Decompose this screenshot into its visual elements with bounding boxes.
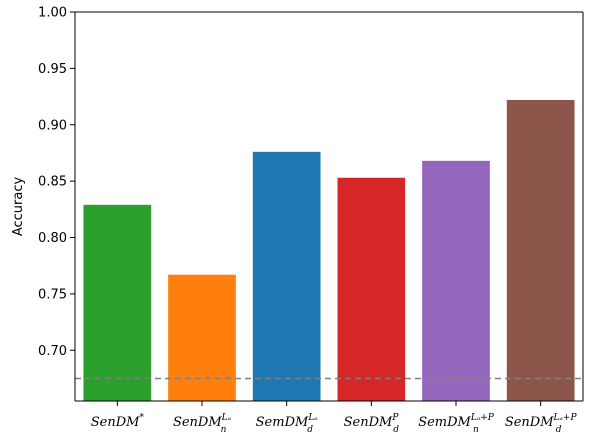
y-axis-label: Accuracy — [11, 177, 26, 237]
bar-5 — [422, 160, 490, 401]
bar-3 — [252, 151, 321, 401]
category-superscript: Lₐ — [307, 413, 317, 423]
category-base: SemDM — [418, 415, 471, 430]
category-base: SenDM — [344, 415, 393, 430]
category-superscript: Lₐ — [221, 413, 231, 423]
category-superscript: Lₐ+P — [470, 413, 495, 423]
category-base: SenDM — [505, 415, 554, 430]
x-tick-label: SenDMP d — [344, 413, 400, 433]
category-base: SenDM — [173, 415, 222, 430]
y-tick-label: 0.85 — [38, 175, 67, 190]
x-tick-label: SemDMLₐ d — [256, 413, 318, 433]
y-tick-label: 0.95 — [38, 62, 67, 77]
category-base: SenDM — [91, 415, 140, 430]
category-base: SemDM — [256, 415, 309, 430]
category-superscript: Lₐ+P — [553, 413, 578, 423]
x-tick-label: SemDMLₐ+P n — [418, 413, 495, 433]
bars-group — [83, 99, 575, 402]
x-ticks-group: SenDM* SenDMLₐ n SemDMLₐ d SenDMP d SemDMLₐ+P n S… — [91, 401, 578, 433]
x-tick-label: SenDMLₐ n — [173, 413, 231, 433]
y-ticks-group: 0.70 0.75 0.80 0.85 0.90 0.95 1.00 — [38, 6, 75, 359]
category-subscript: d — [307, 425, 313, 433]
x-tick-label: SenDM* — [91, 413, 145, 430]
category-subscript: n — [221, 425, 227, 433]
bar-6 — [506, 99, 575, 402]
category-superscript: * — [139, 413, 144, 423]
category-superscript: P — [391, 413, 399, 423]
category-subscript: d — [556, 425, 562, 433]
y-tick-label: 0.90 — [38, 118, 67, 133]
bar-1 — [83, 204, 152, 401]
y-tick-label: 0.75 — [38, 287, 67, 302]
bar-4 — [337, 177, 406, 401]
y-tick-label: 0.80 — [38, 231, 67, 246]
x-tick-label: SenDMLₐ+P d — [505, 413, 578, 433]
y-tick-label: 0.70 — [38, 344, 67, 359]
category-subscript: d — [393, 425, 399, 433]
category-subscript: n — [473, 425, 479, 433]
y-tick-label: 1.00 — [38, 6, 67, 21]
bar-2 — [168, 274, 236, 401]
